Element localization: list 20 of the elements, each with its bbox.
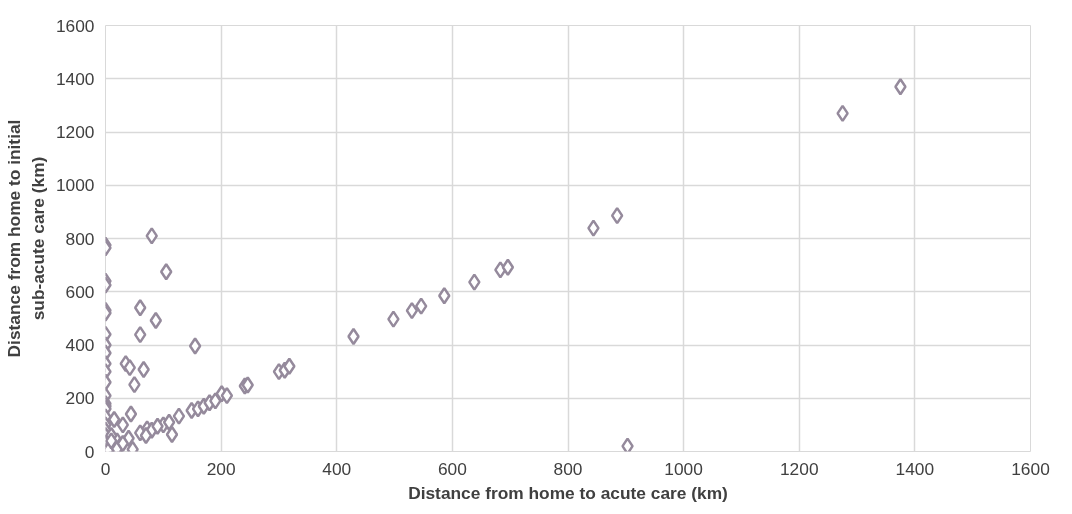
y-tick-label: 400 bbox=[65, 335, 95, 355]
y-tick-label: 1000 bbox=[55, 175, 95, 196]
y-tick-label: 600 bbox=[65, 281, 95, 302]
x-tick-label: 200 bbox=[206, 458, 236, 479]
x-tick-label: 1400 bbox=[895, 458, 935, 479]
x-tick-label: 600 bbox=[437, 458, 467, 479]
x-tick-label: 1200 bbox=[779, 458, 819, 479]
y-tick-label: 0 bbox=[84, 441, 95, 462]
x-tick-label: 800 bbox=[553, 458, 583, 479]
y-tick-label: 1200 bbox=[55, 122, 95, 142]
x-axis-title: Distance from home to acute care (km) bbox=[408, 482, 728, 503]
y-axis-title: Distance from home to initial sub-acute care (km) bbox=[3, 119, 48, 358]
x-tick-label: 1000 bbox=[664, 458, 703, 479]
x-tick-label: 1600 bbox=[1011, 458, 1050, 479]
y-tick-label: 200 bbox=[65, 388, 95, 409]
x-tick-label: 0 bbox=[100, 458, 111, 479]
x-tick-label: 400 bbox=[322, 458, 352, 479]
y-tick-label: 800 bbox=[65, 228, 95, 249]
y-tick-label: 1400 bbox=[55, 68, 95, 89]
y-tick-label: 1600 bbox=[55, 15, 95, 36]
